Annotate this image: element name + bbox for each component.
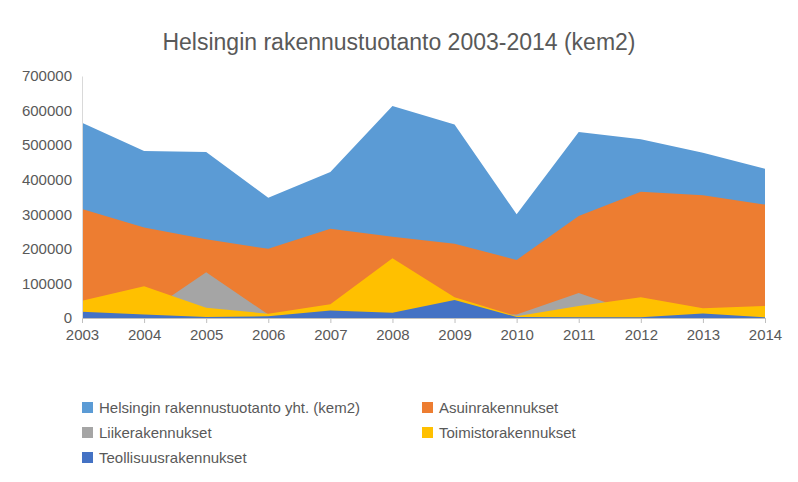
tick-mark — [455, 318, 456, 323]
legend-item: Toimistorakennukset — [422, 424, 577, 441]
tick: 2006 — [252, 318, 285, 343]
tick: 500000 — [22, 136, 82, 153]
tick-mark — [330, 318, 331, 323]
legend-item: Teollisuusrakennukset — [82, 449, 247, 466]
tick: 2011 — [563, 318, 595, 343]
x-axis: 2003 2004 2005 2006 2007 2008 2009 2010 2011 2012… — [66, 318, 782, 343]
legend-label: Helsingin rakennustuotanto yht. (kem2) — [99, 399, 360, 416]
tick: 400000 — [22, 171, 82, 188]
tick-label: 2007 — [314, 326, 347, 343]
tick-label: 300000 — [22, 206, 72, 223]
tick-label: 2005 — [190, 326, 223, 343]
tick: 2005 — [190, 318, 223, 343]
tick-label: 500000 — [22, 136, 72, 153]
tick-label: 2011 — [563, 326, 595, 343]
tick-label: 2009 — [438, 326, 471, 343]
tick-label: 200000 — [22, 240, 72, 257]
legend: Helsingin rakennustuotanto yht. (kem2) As… — [82, 399, 577, 466]
tick: 2004 — [128, 318, 161, 343]
tick-mark — [517, 318, 518, 323]
tick: 2007 — [314, 318, 347, 343]
legend-item: Liikerakennukset — [82, 424, 212, 441]
tick: 0 — [64, 309, 82, 326]
plot-area — [82, 106, 765, 318]
legend-swatch — [422, 402, 433, 413]
tick: 100000 — [22, 275, 82, 292]
tick-label: 100000 — [22, 275, 72, 292]
legend-swatch — [422, 427, 433, 438]
axis-line — [83, 319, 766, 324]
tick-label: 2008 — [376, 326, 409, 343]
tick-mark — [268, 318, 269, 323]
tick-label: 2012 — [625, 326, 658, 343]
legend-label: Teollisuusrakennukset — [99, 449, 247, 466]
tick-mark — [82, 318, 83, 323]
tick-label: 700000 — [22, 67, 72, 84]
axis-line — [82, 77, 83, 319]
tick-mark — [703, 318, 704, 323]
tick-label: 2010 — [500, 326, 533, 343]
tick-label: 2004 — [128, 326, 161, 343]
legend-label: Liikerakennukset — [99, 424, 212, 441]
area — [82, 192, 765, 318]
tick: 600000 — [22, 102, 82, 119]
area — [82, 106, 765, 318]
tick-mark — [765, 318, 766, 323]
tick-mark — [144, 318, 145, 323]
tick: 700000 — [22, 67, 82, 84]
legend-swatch — [82, 402, 93, 413]
legend-item: Helsingin rakennustuotanto yht. (kem2) — [82, 399, 360, 416]
tick: 2009 — [438, 318, 471, 343]
tick: 200000 — [22, 240, 82, 257]
tick-label: 2013 — [687, 326, 720, 343]
tick-mark — [579, 318, 580, 323]
tick-label: 600000 — [22, 102, 72, 119]
chart: Helsingin rakennustuotanto 2003-2014 (ke… — [0, 0, 798, 482]
tick-mark — [392, 318, 393, 323]
tick: 300000 — [22, 206, 82, 223]
tick-label: 2003 — [66, 326, 99, 343]
tick-label: 2006 — [252, 326, 285, 343]
tick: 2013 — [687, 318, 720, 343]
tick-label: 400000 — [22, 171, 72, 188]
legend-swatch — [82, 427, 93, 438]
y-axis: 0 100000 200000 300000 400000 500000 600000 700… — [22, 67, 83, 326]
tick-mark — [641, 318, 642, 323]
legend-label: Toimistorakennukset — [439, 424, 577, 441]
legend-swatch — [82, 452, 93, 463]
legend-item: Asuinrakennukset — [422, 399, 559, 416]
tick: 2010 — [500, 318, 533, 343]
tick: 2012 — [625, 318, 658, 343]
area — [82, 300, 765, 318]
title: Helsingin rakennustuotanto 2003-2014 (ke… — [162, 29, 635, 55]
tick-mark — [206, 318, 207, 323]
legend-label: Asuinrakennukset — [439, 399, 559, 416]
tick-label: 2014 — [749, 326, 782, 343]
tick: 2014 — [749, 318, 782, 343]
tick-label: 0 — [64, 309, 72, 326]
area — [82, 258, 765, 318]
tick: 2008 — [376, 318, 409, 343]
